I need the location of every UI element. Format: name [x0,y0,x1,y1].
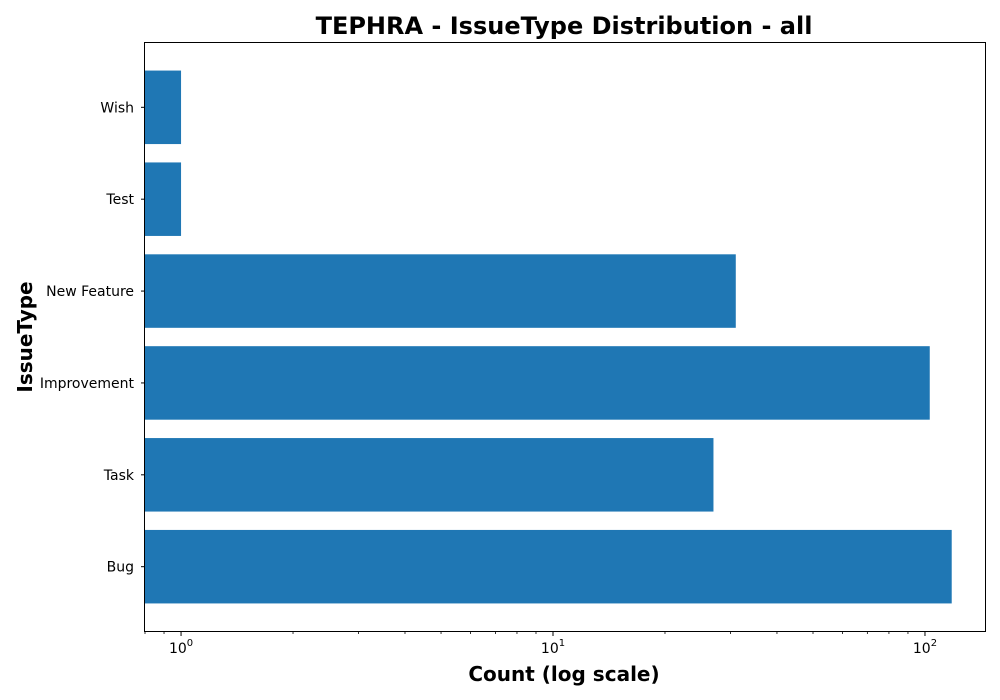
chart-title: TEPHRA - IssueType Distribution - all [316,12,813,40]
y-ticks-group: Bug Task Improvement New Feature Test Wish [40,100,145,576]
bar-task [145,438,714,512]
x-tick-label: 102 [913,638,937,657]
x-axis-label: Count (log scale) [468,662,659,686]
x-tick-label: 100 [169,638,193,657]
y-tick-label-task: Task [103,468,135,484]
bar-improvement [145,346,930,420]
y-tick-label-wish: Wish [100,100,134,116]
bar-wish [145,70,182,145]
bar-new-feature [145,254,736,328]
bar-bug [145,529,952,604]
plot-frame [144,42,986,632]
bars-group [145,70,952,604]
x-tick-label: 101 [541,638,565,657]
y-tick-label-bug: Bug [107,560,134,576]
bar-test [145,162,182,236]
y-tick-label-new-feature: New Feature [46,284,134,300]
y-tick-label-improvement: Improvement [40,376,135,392]
y-axis-label: IssueType [13,281,37,392]
x-ticks-group: 100 101 102 [144,631,937,657]
y-tick-label-test: Test [105,192,134,208]
